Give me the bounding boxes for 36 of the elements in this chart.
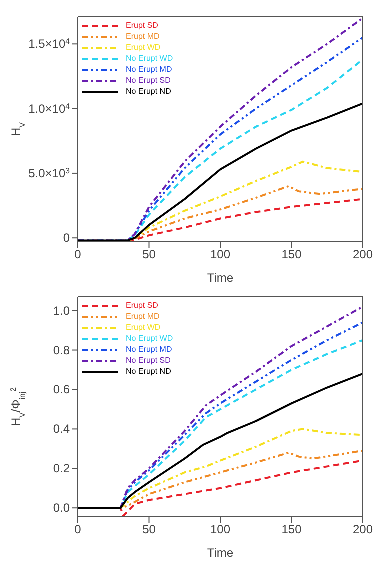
x-tick-label: 150 <box>282 522 302 537</box>
legend-label: No Erupt SD <box>126 75 171 86</box>
x-tick-label: 0 <box>74 522 82 537</box>
x-tick-label: 100 <box>210 248 231 262</box>
y-tick-label: 1.0 <box>53 304 70 318</box>
legend-label: No Erupt SD <box>126 355 171 366</box>
y-tick-label: 0.6 <box>53 382 70 397</box>
legend-label: No Erupt MD <box>126 64 172 75</box>
x-tick-label: 150 <box>282 248 302 262</box>
legend-label: No Erupt WD <box>126 53 174 64</box>
x-axis-title: Time <box>207 271 234 285</box>
legend-label: Erupt MD <box>126 31 160 42</box>
legend-label: Erupt WD <box>126 322 161 333</box>
x-tick-label: 200 <box>352 248 374 262</box>
y-tick-label: 0.8 <box>53 343 70 358</box>
y-tick-label: 0.0 <box>53 501 70 516</box>
y-tick-label: 1.5×10$^{4}$ <box>28 36 71 52</box>
y-tick-label: 0.2 <box>53 462 70 476</box>
legend-label: No Erupt ND <box>126 366 172 377</box>
legend-label: Erupt MD <box>126 311 160 322</box>
legend-label: Erupt SD <box>126 300 158 311</box>
x-tick-label: 100 <box>210 522 231 537</box>
legend-label: Erupt WD <box>126 42 161 53</box>
x-tick-label: 50 <box>142 522 156 537</box>
x-tick-label: 200 <box>352 522 374 537</box>
legend-label: No Erupt MD <box>126 344 172 355</box>
legend-label: No Erupt ND <box>126 86 172 97</box>
x-axis-title: Time <box>207 546 234 560</box>
x-tick-label: 0 <box>74 248 82 262</box>
x-tick-label: 50 <box>142 248 156 262</box>
legend-label: No Erupt WD <box>126 333 174 344</box>
y-tick-label: 0.4 <box>53 422 70 436</box>
legend-label: Erupt SD <box>126 20 158 31</box>
y-tick-label: 1.0×10$^{4}$ <box>28 101 71 116</box>
y-tick-label: 0 <box>63 231 70 246</box>
y-tick-label: 5.0×10$^{3}$ <box>28 166 70 180</box>
